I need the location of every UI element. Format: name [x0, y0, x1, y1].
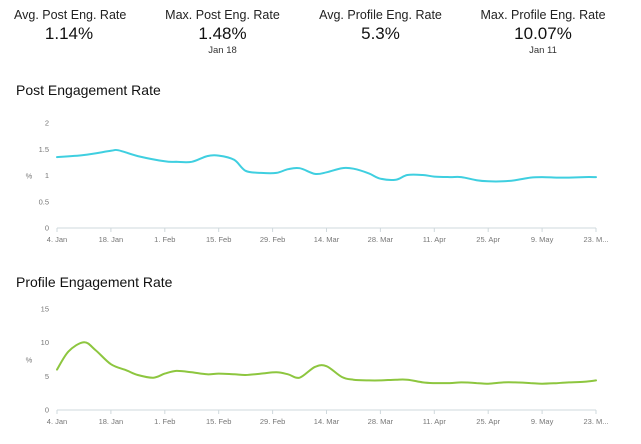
x-tick-label: 14. Mar [314, 235, 340, 244]
y-axis-label: % [26, 172, 33, 181]
x-tick-label: 23. M... [583, 235, 608, 244]
x-tick-label: 1. Feb [154, 417, 175, 426]
x-tick-label: 4. Jan [47, 235, 67, 244]
x-tick-label: 18. Jan [99, 235, 124, 244]
series-line-0 [56, 148, 597, 183]
y-axis-label: % [26, 356, 33, 365]
x-tick-label: 14. Mar [314, 417, 340, 426]
x-tick-label: 4. Jan [47, 417, 67, 426]
stat-label: Max. Profile Eng. Rate [480, 8, 606, 22]
x-tick-label: 28. Mar [368, 235, 394, 244]
x-tick-label: 1. Feb [154, 235, 175, 244]
x-tick-label: 9. May [531, 235, 554, 244]
y-tick-label: 1.5 [39, 145, 49, 154]
stat-avg-profile-eng: Avg. Profile Eng. Rate 5.3% [318, 8, 443, 44]
post-engagement-chart: 0 0.5 1 1.5 2% 4. Jan 18. Jan 1. Feb 15. Feb 29. … [26, 119, 609, 245]
profile-engagement-title: Profile Engagement Rate [16, 274, 173, 290]
stat-value: 1.48% [198, 24, 247, 43]
y-tick-label: 10 [41, 338, 49, 347]
x-tick-label: 11. Apr [423, 235, 447, 244]
x-tick-label: 18. Jan [99, 417, 124, 426]
x-tick-label: 25. Apr [476, 417, 500, 426]
stat-label: Max. Post Eng. Rate [165, 8, 280, 22]
y-tick-label: 0 [45, 224, 49, 233]
x-tick-label: 15. Feb [206, 417, 231, 426]
x-tick-label: 28. Mar [368, 417, 394, 426]
y-tick-label: 5 [45, 372, 49, 381]
stat-max-profile-eng: Max. Profile Eng. Rate 10.07% Jan 11 [480, 8, 606, 56]
stat-label: Avg. Profile Eng. Rate [319, 8, 442, 22]
x-tick-label: 29. Feb [260, 235, 285, 244]
stat-value: 1.14% [44, 24, 94, 43]
stat-value: 10.07% [514, 24, 572, 43]
x-tick-label: 11. Apr [423, 417, 447, 426]
profile-engagement-chart: 0 5 10 15% 4. Jan 18. Jan 1. Feb 15. Feb 29. Feb… [26, 305, 609, 427]
y-tick-label: 0 [45, 406, 49, 415]
stat-value: 5.3% [361, 24, 400, 43]
stat-label: Avg. Post Eng. Rate [14, 8, 127, 22]
x-tick-label: 25. Apr [476, 235, 500, 244]
y-tick-label: 2 [45, 119, 49, 128]
y-tick-label: 15 [41, 305, 49, 314]
post-engagement-title: Post Engagement Rate [16, 82, 161, 98]
stat-date: Jan 11 [529, 45, 557, 56]
x-tick-label: 15. Feb [206, 235, 231, 244]
summary-stats: Avg. Post Eng. Rate 1.14% Max. Post Eng.… [0, 0, 641, 64]
x-tick-label: 9. May [531, 417, 554, 426]
x-tick-label: 29. Feb [260, 417, 285, 426]
y-tick-label: 1 [45, 171, 49, 180]
stat-avg-post-eng: Avg. Post Eng. Rate 1.14% [14, 8, 127, 44]
stat-max-post-eng: Max. Post Eng. Rate 1.48% Jan 18 [160, 8, 285, 56]
series-line-0 [56, 341, 597, 385]
y-tick-label: 0.5 [39, 197, 49, 206]
stat-date: Jan 18 [208, 45, 237, 56]
x-tick-label: 23. M... [583, 417, 608, 426]
